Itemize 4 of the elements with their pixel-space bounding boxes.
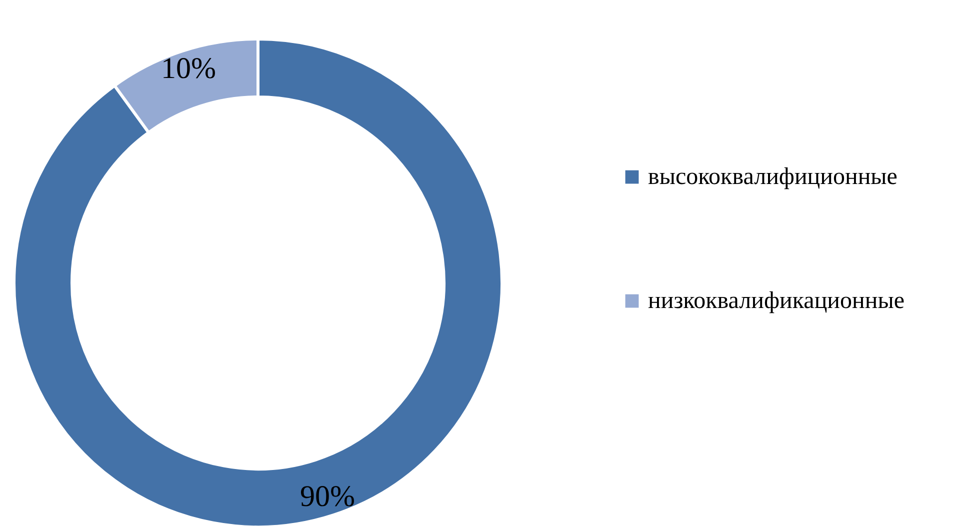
legend-label: высококвалифиционные	[648, 164, 898, 190]
data-label: 90%	[300, 480, 356, 513]
data-label: 10%	[160, 52, 216, 86]
legend-label: низкоквалификационные	[648, 288, 904, 314]
